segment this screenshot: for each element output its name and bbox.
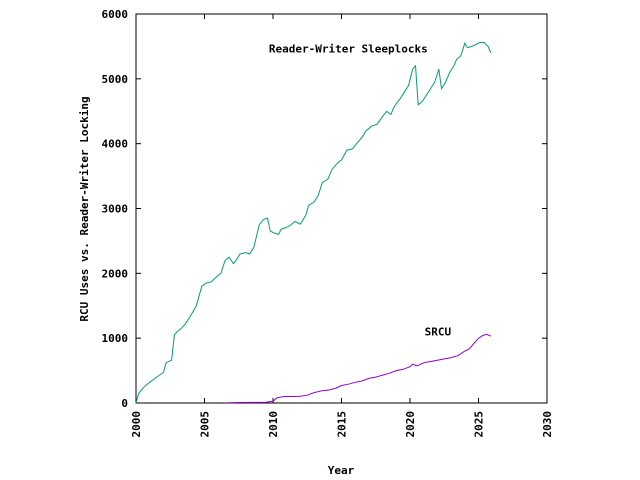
x-tick-label: 2015 xyxy=(336,411,349,438)
y-tick-label: 5000 xyxy=(102,73,129,86)
y-tick-label: 6000 xyxy=(102,8,129,21)
x-tick-label: 2005 xyxy=(199,411,212,438)
x-tick-label: 2030 xyxy=(541,411,554,438)
y-tick-label: 0 xyxy=(121,397,128,410)
plot-frame xyxy=(135,13,548,404)
y-tick-label: 4000 xyxy=(102,138,129,151)
annotation-layer: Reader-Writer Sleeplocks SRCU xyxy=(269,42,452,338)
y-tick-label: 1000 xyxy=(102,332,129,345)
series-layer xyxy=(135,41,492,404)
y-tick-label: 2000 xyxy=(102,267,129,280)
x-tick-label: 2010 xyxy=(267,411,280,438)
series-annotation: Reader-Writer Sleeplocks xyxy=(269,42,428,55)
series-line-srcu xyxy=(227,333,492,404)
y-tick-label: 3000 xyxy=(102,203,129,216)
series-line-reader-writer-sleeplocks xyxy=(135,41,492,404)
x-axis: 2000 2005 2010 2015 2020 2025 2030 xyxy=(130,14,554,438)
x-tick-label: 2020 xyxy=(404,411,417,438)
series-annotation: SRCU xyxy=(425,326,452,339)
y-axis-label: RCU Uses vs. Reader-Writer Locking xyxy=(78,96,91,321)
x-axis-label: Year xyxy=(328,464,355,477)
x-tick-label: 2025 xyxy=(473,411,486,438)
x-tick-label: 2000 xyxy=(130,411,143,438)
y-axis: 0 1000 2000 3000 4000 5000 6000 xyxy=(102,8,547,410)
